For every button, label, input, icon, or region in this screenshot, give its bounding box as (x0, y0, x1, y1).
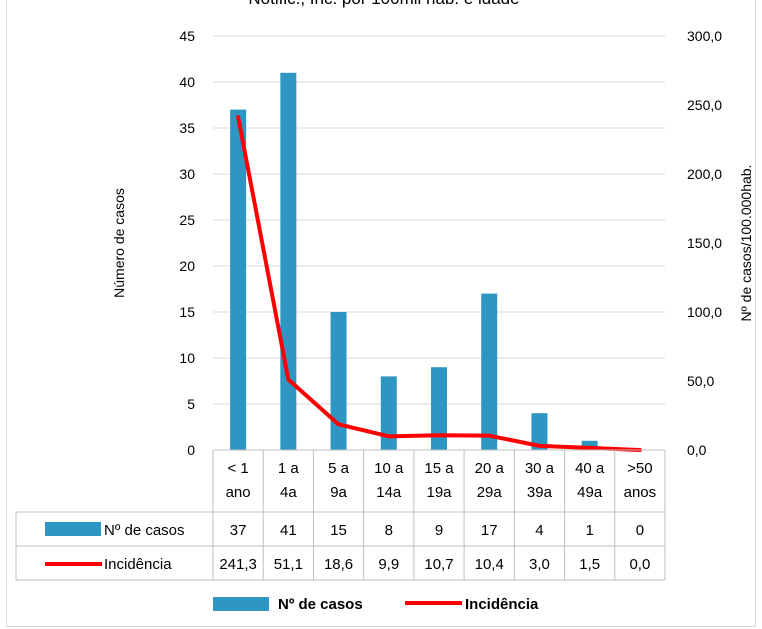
bar (280, 72, 297, 451)
legend-key-bars (213, 597, 269, 611)
incidence-line (236, 115, 642, 452)
bar (581, 440, 598, 450)
x-tick-label: anos (624, 484, 657, 501)
table-cell-incidence: 1,5 (579, 556, 600, 573)
table-cell-cases: 0 (636, 522, 644, 539)
legend-key-bars (45, 522, 101, 536)
y-axis-title: Número de casos (111, 188, 127, 298)
row-label-cases: Nº de casos (104, 522, 185, 539)
table-cell-incidence: 10,7 (424, 556, 453, 573)
table-cell-cases: 15 (330, 522, 347, 539)
y2-axis-title: Nº de casos/100.000hab. (738, 165, 754, 322)
bar (481, 293, 498, 450)
x-tick-label: 4a (280, 484, 297, 501)
legend-label-cases: Nº de casos (278, 596, 363, 613)
chart-title: Notific., Inc. por 100mil hab. e idade (248, 0, 519, 8)
y2-tick-label: 250,0 (687, 97, 722, 113)
legend-label-incidence: Incidência (465, 596, 539, 613)
y-tick-label: 15 (179, 304, 195, 320)
x-tick-label: 30 a (525, 460, 555, 477)
y2-tick-label: 100,0 (687, 304, 722, 320)
table-cell-cases: 9 (435, 522, 443, 539)
bar (531, 413, 548, 450)
x-tick-label: < 1 (227, 460, 248, 477)
y-tick-label: 45 (179, 28, 195, 44)
table-cell-incidence: 10,4 (475, 556, 504, 573)
bar (330, 312, 347, 450)
table-cell-incidence: 51,1 (274, 556, 303, 573)
bar (230, 109, 247, 450)
x-tick-label: 9a (330, 484, 347, 501)
table-cell-cases: 37 (230, 522, 247, 539)
y2-tick-label: 200,0 (687, 166, 722, 182)
y-tick-label: 40 (179, 74, 195, 90)
x-tick-label: 5 a (328, 460, 350, 477)
y2-tick-label: 150,0 (687, 235, 722, 251)
row-label-incidence: Incidência (104, 556, 172, 573)
x-tick-label: 20 a (475, 460, 505, 477)
table-cell-cases: 1 (585, 522, 593, 539)
x-tick-label: ano (226, 484, 251, 501)
bar (380, 376, 397, 450)
y-tick-label: 35 (179, 120, 195, 136)
x-tick-label: 15 a (424, 460, 454, 477)
table-cell-cases: 4 (535, 522, 543, 539)
y-tick-label: 30 (179, 166, 195, 182)
x-tick-label: 10 a (374, 460, 404, 477)
x-tick-label: 49a (577, 484, 603, 501)
x-tick-label: 1 a (278, 460, 300, 477)
table-cell-incidence: 3,0 (529, 556, 550, 573)
table-cell-cases: 17 (481, 522, 498, 539)
x-tick-label: >50 (627, 460, 652, 477)
y-tick-label: 25 (179, 212, 195, 228)
y-tick-label: 5 (187, 396, 195, 412)
x-tick-label: 29a (477, 484, 503, 501)
table-cell-incidence: 241,3 (219, 556, 257, 573)
bar (431, 367, 447, 450)
table-cell-cases: 41 (280, 522, 297, 539)
y-tick-label: 0 (187, 442, 195, 458)
x-tick-label: 40 a (575, 460, 605, 477)
table-cell-incidence: 9,9 (378, 556, 399, 573)
y2-tick-label: 300,0 (687, 28, 722, 44)
table-cell-cases: 8 (385, 522, 393, 539)
x-tick-label: 19a (426, 484, 452, 501)
y-tick-label: 20 (179, 258, 195, 274)
table-cell-incidence: 18,6 (324, 556, 353, 573)
table-cell-incidence: 0,0 (629, 556, 650, 573)
x-tick-label: 14a (376, 484, 402, 501)
x-tick-label: 39a (527, 484, 553, 501)
y-tick-label: 10 (179, 350, 195, 366)
y2-tick-label: 0,0 (687, 442, 707, 458)
y2-tick-label: 50,0 (687, 373, 714, 389)
